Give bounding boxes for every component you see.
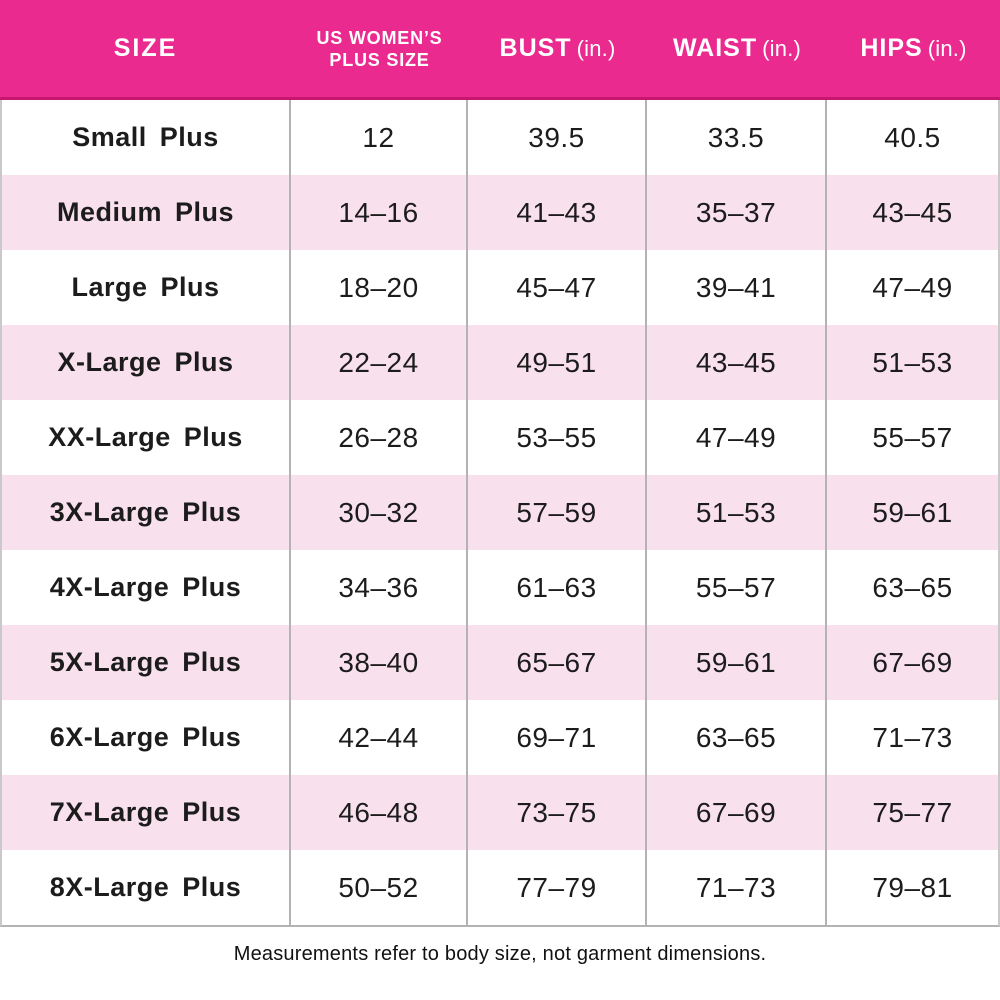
cell-us-plus-size: 50–52	[291, 850, 468, 925]
table-body: Small Plus 12 39.5 33.5 40.5 Medium Plus…	[0, 100, 1000, 927]
table-row: X-Large Plus 22–24 49–51 43–45 51–53	[2, 325, 998, 400]
cell-us-plus-size: 26–28	[291, 400, 468, 475]
cell-hips: 79–81	[872, 871, 953, 903]
cell-bust: 49–51	[468, 325, 647, 400]
table-row: 7X-Large Plus 46–48 73–75 67–69 75–77	[2, 775, 998, 850]
cell-size: 7X-Large Plus	[2, 775, 291, 850]
table-row: 3X-Large Plus 30–32 57–59 51–53 59–61	[2, 475, 998, 550]
cell-waist: 67–69	[647, 775, 827, 850]
column-header-us-plus-size: US WOMEN’S PLUS SIZE	[291, 27, 468, 71]
column-header-bust: BUST (in.)	[468, 34, 647, 63]
table-row: 5X-Large Plus 38–40 65–67 59–61 67–69	[2, 625, 998, 700]
column-header-us-plus-size-line1: US WOMEN’S	[316, 27, 443, 48]
cell-us-plus-size: 12	[291, 100, 468, 175]
cell-waist: 35–37	[647, 175, 827, 250]
cell-hips: 71–73	[872, 721, 953, 753]
table-row: Small Plus 12 39.5 33.5 40.5	[2, 100, 998, 175]
cell-bust: 69–71	[468, 700, 647, 775]
cell-size: Medium Plus	[2, 175, 291, 250]
cell-size: 3X-Large Plus	[2, 475, 291, 550]
cell-size: 8X-Large Plus	[2, 850, 291, 925]
cell-bust: 57–59	[468, 475, 647, 550]
cell-waist: 71–73	[647, 850, 827, 925]
cell-hips: 59–61	[872, 496, 953, 528]
size-chart: SIZE US WOMEN’S PLUS SIZE BUST (in.) WAIS…	[0, 0, 1000, 965]
cell-size: 6X-Large Plus	[2, 700, 291, 775]
cell-size: 5X-Large Plus	[2, 625, 291, 700]
cell-size: XX-Large Plus	[2, 400, 291, 475]
cell-size: X-Large Plus	[2, 325, 291, 400]
column-header-us-plus-size-line2: PLUS SIZE	[329, 49, 430, 70]
cell-waist: 43–45	[647, 325, 827, 400]
cell-us-plus-size: 38–40	[291, 625, 468, 700]
cell-us-plus-size: 30–32	[291, 475, 468, 550]
cell-bust: 45–47	[468, 250, 647, 325]
cell-size: Large Plus	[2, 250, 291, 325]
cell-waist: 47–49	[647, 400, 827, 475]
cell-us-plus-size: 18–20	[291, 250, 468, 325]
column-header-size: SIZE	[113, 34, 178, 62]
table-row: XX-Large Plus 26–28 53–55 47–49 55–57	[2, 400, 998, 475]
cell-bust: 53–55	[468, 400, 647, 475]
cell-waist: 63–65	[647, 700, 827, 775]
cell-bust: 73–75	[468, 775, 647, 850]
cell-hips: 63–65	[872, 571, 953, 603]
cell-us-plus-size: 42–44	[291, 700, 468, 775]
cell-waist: 39–41	[647, 250, 827, 325]
cell-bust: 39.5	[468, 100, 647, 175]
table-row: 4X-Large Plus 34–36 61–63 55–57 63–65	[2, 550, 998, 625]
column-header-waist-unit: (in.)	[762, 36, 802, 61]
column-header-hips-unit: (in.)	[927, 36, 967, 61]
column-header-hips-label: HIPS	[860, 34, 923, 62]
cell-hips: 47–49	[872, 271, 953, 303]
table-row: 6X-Large Plus 42–44 69–71 63–65 71–73	[2, 700, 998, 775]
cell-us-plus-size: 14–16	[291, 175, 468, 250]
footnote: Measurements refer to body size, not gar…	[233, 943, 767, 965]
column-header-bust-unit: (in.)	[576, 36, 616, 61]
cell-hips: 75–77	[872, 796, 953, 828]
cell-waist: 59–61	[647, 625, 827, 700]
column-header-hips: HIPS (in.)	[827, 34, 1000, 63]
table-row: Large Plus 18–20 45–47 39–41 47–49	[2, 250, 998, 325]
cell-size: 4X-Large Plus	[2, 550, 291, 625]
column-header-waist: WAIST (in.)	[647, 34, 827, 63]
cell-us-plus-size: 22–24	[291, 325, 468, 400]
cell-waist: 55–57	[647, 550, 827, 625]
cell-waist: 51–53	[647, 475, 827, 550]
cell-waist: 33.5	[647, 100, 827, 175]
table-row: Medium Plus 14–16 41–43 35–37 43–45	[2, 175, 998, 250]
cell-bust: 65–67	[468, 625, 647, 700]
cell-size: Small Plus	[2, 100, 291, 175]
cell-hips: 43–45	[872, 196, 953, 228]
cell-us-plus-size: 46–48	[291, 775, 468, 850]
column-header-waist-label: WAIST	[672, 34, 758, 62]
column-header-bust-label: BUST	[499, 34, 572, 62]
cell-hips: 67–69	[872, 646, 953, 678]
cell-bust: 41–43	[468, 175, 647, 250]
table-row: 8X-Large Plus 50–52 77–79 71–73 79–81	[2, 850, 998, 925]
cell-hips: 55–57	[872, 421, 953, 453]
cell-bust: 77–79	[468, 850, 647, 925]
table-header: SIZE US WOMEN’S PLUS SIZE BUST (in.) WAIS…	[0, 0, 1000, 100]
cell-bust: 61–63	[468, 550, 647, 625]
cell-hips: 51–53	[872, 346, 953, 378]
cell-hips: 40.5	[884, 121, 941, 153]
cell-us-plus-size: 34–36	[291, 550, 468, 625]
